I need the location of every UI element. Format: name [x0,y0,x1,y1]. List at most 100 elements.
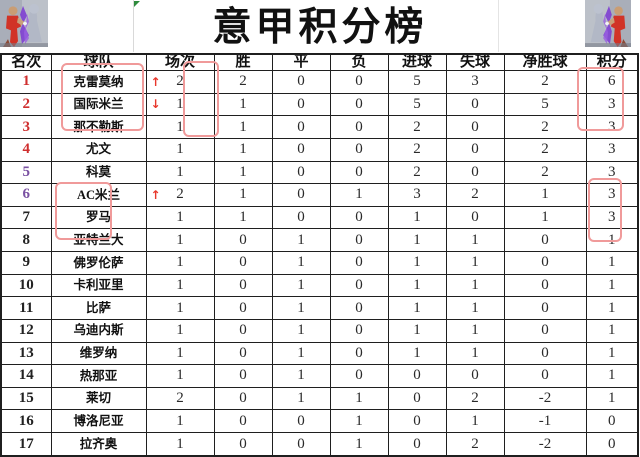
team-value: 莱切 [85,391,111,406]
gd-cell: 0 [503,273,587,298]
gd-cell: 0 [503,341,587,366]
rank-value: 13 [18,344,34,361]
loss-cell: 0 [329,70,389,94]
loss-cell: 0 [329,341,389,366]
draw-cell: 1 [271,273,331,298]
gf-value: 1 [413,209,421,226]
played-value: 1 [176,344,184,361]
pts-value: 3 [608,186,616,203]
win-value: 0 [239,322,247,339]
draw-cell: 1 [271,296,331,320]
win-cell: 0 [213,251,273,275]
win-value: 1 [239,141,247,158]
gf-cell: 1 [387,205,447,230]
pts-value: 1 [608,299,616,316]
ga-cell: 0 [445,364,505,388]
gf-value: 0 [413,390,421,407]
loss-cell: 0 [329,137,389,162]
gd-value: 0 [541,367,549,384]
gd-value: 0 [541,254,549,271]
win-cell: 1 [213,92,273,117]
ga-value: 0 [471,141,479,158]
rank-value: 8 [22,231,31,248]
team-cell: 佛罗伦萨 [50,251,147,275]
ga-cell: 0 [445,205,505,230]
table-row: 7 罗马 1 1 0 0 1 0 1 3 [0,205,639,230]
rank-cell: 15 [0,386,52,411]
pts-value: 0 [608,435,616,452]
loss-cell: 1 [329,183,389,207]
loss-value: 0 [355,141,363,158]
pts-cell: 1 [585,386,639,411]
pts-cell: 0 [585,432,639,457]
team-cell: 那不勒斯 [50,115,147,139]
gf-cell: 2 [387,160,447,185]
gd-cell: -2 [503,432,587,457]
win-value: 0 [239,299,247,316]
gf-cell: 1 [387,341,447,366]
gf-cell: 3 [387,183,447,207]
played-cell: 1 [145,251,215,275]
draw-value: 0 [297,186,305,203]
gf-cell: 2 [387,137,447,162]
rank-value: 16 [18,412,34,429]
win-cell: 0 [213,386,273,411]
draw-cell: 1 [271,318,331,343]
win-cell: 0 [213,318,273,343]
team-value: 比萨 [85,300,111,315]
loss-value: 1 [355,412,363,429]
table-row: 12 乌迪内斯 1 0 1 0 1 1 0 1 [0,318,639,343]
pts-cell: 0 [585,409,639,433]
gd-cell: 0 [503,296,587,320]
ga-value: 3 [471,73,479,90]
draw-value: 0 [297,412,305,429]
played-cell: ↓ 1 [145,92,215,117]
loss-cell: 0 [329,364,389,388]
team-value: 科莫 [85,165,111,180]
loss-cell: 1 [329,386,389,411]
table-row: 4 尤文 1 1 0 0 2 0 2 3 [0,137,639,162]
win-value: 1 [239,186,247,203]
gd-value: 2 [541,118,549,135]
rank-cell: 6 [0,183,52,207]
gf-value: 2 [413,118,421,135]
played-value: 1 [176,435,184,452]
team-cell: 克雷莫纳 [50,70,147,94]
team-value: 博洛尼亚 [73,413,124,428]
loss-value: 0 [355,95,363,112]
gd-cell: -2 [503,386,587,411]
pts-cell: 1 [585,341,639,366]
rank-cell: 3 [0,115,52,139]
gd-value: 0 [541,299,549,316]
team-value: 佛罗伦萨 [73,255,124,270]
loss-value: 1 [355,390,363,407]
corner-photo-right [585,0,631,47]
team-cell: 比萨 [50,296,147,320]
ga-cell: 2 [445,183,505,207]
team-cell: 尤文 [50,137,147,162]
gd-cell: 1 [503,205,587,230]
team-cell: 维罗纳 [50,341,147,366]
table-row: 2 国际米兰 ↓ 1 1 0 0 5 0 5 3 [0,92,639,117]
gf-value: 1 [413,231,421,248]
pts-cell: 1 [585,273,639,298]
gd-cell: 1 [503,183,587,207]
rank-cell: 10 [0,273,52,298]
draw-value: 1 [297,367,305,384]
draw-value: 1 [297,276,305,293]
win-value: 0 [239,231,247,248]
gd-value: 0 [541,344,549,361]
team-cell: 拉齐奥 [50,432,147,457]
column-header-9: 积分 [585,53,639,71]
draw-cell: 0 [271,432,331,457]
played-cell: ↑ 2 [145,183,215,207]
column-header-6: 进球 [387,53,447,71]
pts-value: 1 [608,390,616,407]
gd-cell: -1 [503,409,587,433]
draw-cell: 0 [271,409,331,433]
team-value: AC米兰 [76,187,121,202]
played-value: 1 [176,322,184,339]
ga-value: 2 [471,435,479,452]
pts-value: 1 [608,231,616,248]
